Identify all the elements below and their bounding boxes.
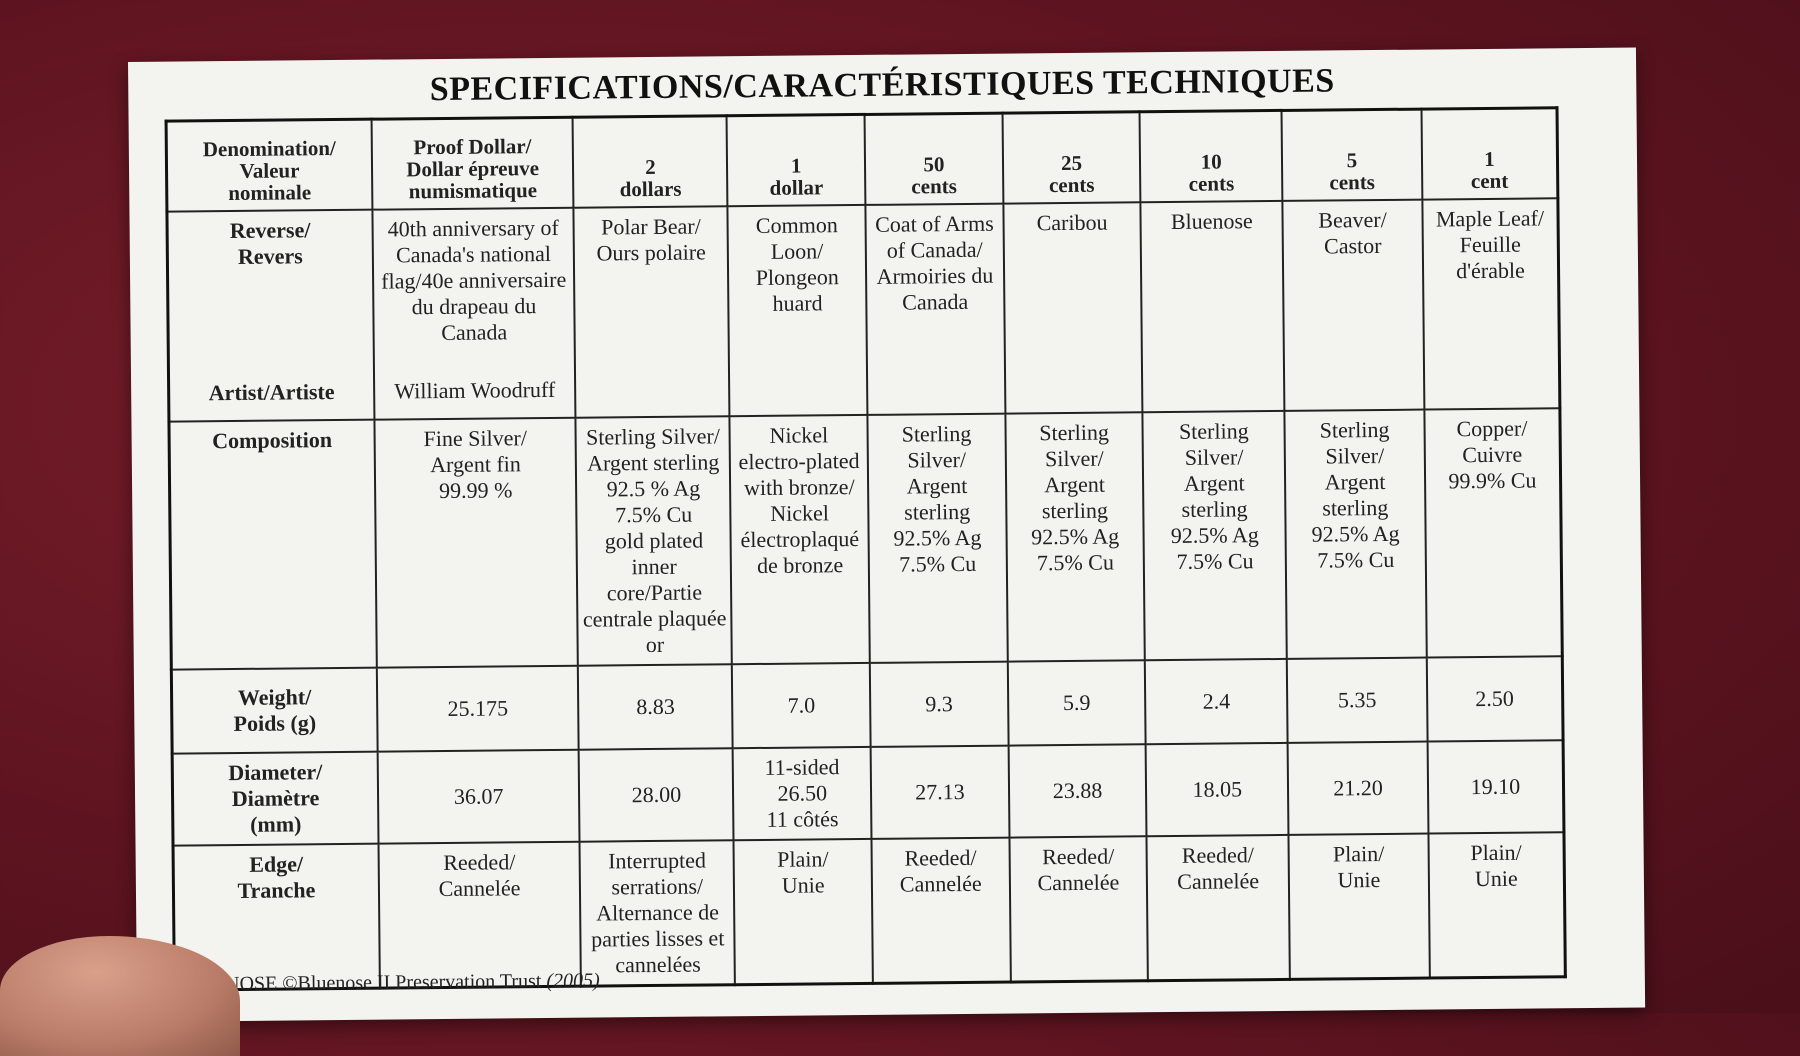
header-col: 5 cents <box>1281 109 1423 201</box>
header-label: Denomination/ Valeur nominale <box>166 119 373 212</box>
weight-value: 7.0 <box>732 662 871 749</box>
reverse-value: Polar Bear/ Ours polaire <box>573 206 730 418</box>
edge-value: Plain/ Unie <box>1288 833 1430 980</box>
edge-row: Edge/ Tranche Reeded/ Cannelée Interrupt… <box>173 832 1566 991</box>
artist-value: William Woodruff <box>394 376 556 404</box>
weight-value: 2.50 <box>1426 656 1564 742</box>
composition-label: Composition <box>168 419 377 670</box>
composition-value: Sterling Silver/ Argent sterling 92.5% A… <box>867 413 1008 663</box>
header-col: 25 cents <box>1002 111 1141 204</box>
composition-value: Sterling Silver/ Argent sterling 92.5 % … <box>575 416 733 666</box>
reverse-value: Maple Leaf/ Feuille d'érable <box>1422 198 1560 410</box>
reverse-cell: Reverse/ Revers Artist/Artiste <box>166 209 375 422</box>
edge-value: Reeded/ Cannelée <box>378 841 582 989</box>
diameter-value: 27.13 <box>870 745 1010 839</box>
edge-value: Plain/ Unie <box>733 838 873 985</box>
reverse-value: Common Loon/ Plongeon huard <box>727 204 868 417</box>
composition-value: Sterling Silver/ Argent sterling 92.5% A… <box>1284 409 1427 659</box>
weight-row: Weight/ Poids (g) 25.175 8.83 7.0 9.3 5.… <box>171 656 1564 754</box>
reverse-value: Coat of Arms of Canada/ Armoiries du Can… <box>865 203 1006 415</box>
header-col: Proof Dollar/ Dollar épreuve numismatiqu… <box>371 117 574 210</box>
composition-value: Sterling Silver/ Argent sterling 92.5% A… <box>1005 412 1146 662</box>
header-col: 2 dollars <box>572 115 728 208</box>
reverse-row: Reverse/ Revers Artist/Artiste 40th anni… <box>166 198 1560 422</box>
weight-value: 2.4 <box>1145 658 1288 745</box>
edge-value: Reeded/ Cannelée <box>1146 834 1290 981</box>
weight-value: 5.9 <box>1007 660 1146 746</box>
reverse-value: 40th anniversary of Canada's national fl… <box>381 214 567 346</box>
edge-value: Interrupted serrations/ Alternance de pa… <box>579 840 736 987</box>
header-col: 10 cents <box>1139 110 1283 203</box>
weight-value: 8.83 <box>578 664 734 750</box>
edge-value: Plain/ Unie <box>1428 832 1566 979</box>
spec-table: Denomination/ Valeur nominale Proof Doll… <box>164 106 1567 992</box>
reverse-value: Beaver/ Castor <box>1282 199 1425 411</box>
diameter-value: 21.20 <box>1287 741 1429 835</box>
reverse-value: Caribou <box>1003 202 1143 414</box>
diameter-value: 28.00 <box>578 748 734 842</box>
edge-value: Reeded/ Cannelée <box>871 837 1011 984</box>
weight-value: 5.35 <box>1286 657 1428 743</box>
copyright-year: (2005) <box>546 969 600 993</box>
composition-row: Composition Fine Silver/ Argent fin 99.9… <box>168 408 1563 670</box>
spec-card: SPECIFICATIONS/CARACTÉRISTIQUES TECHNIQU… <box>128 47 1646 1022</box>
edge-value: Reeded/ Cannelée <box>1009 836 1149 983</box>
weight-value: 9.3 <box>869 661 1009 747</box>
diameter-value: 18.05 <box>1145 742 1289 837</box>
weight-value: 25.175 <box>376 665 579 752</box>
diameter-value: 19.10 <box>1427 740 1564 834</box>
composition-value: Sterling Silver/ Argent sterling 92.5% A… <box>1142 410 1287 661</box>
weight-label: Weight/ Poids (g) <box>171 667 378 754</box>
reverse-label: Reverse/ Revers <box>229 217 311 269</box>
header-col: 50 cents <box>864 113 1004 205</box>
diameter-value: 11-sided 26.50 11 côtés <box>733 746 872 841</box>
composition-value: Copper/ Cuivre 99.9% Cu <box>1424 408 1563 658</box>
diameter-row: Diameter/ Diamètre (mm) 36.07 28.00 11-s… <box>172 740 1564 846</box>
header-row: Denomination/ Valeur nominale Proof Doll… <box>166 107 1558 212</box>
diameter-value: 36.07 <box>377 749 580 844</box>
card-title: SPECIFICATIONS/CARACTÉRISTIQUES TECHNIQU… <box>429 62 1335 109</box>
composition-value: Fine Silver/ Argent fin 99.99 % <box>374 417 579 668</box>
reverse-cell: 40th anniversary of Canada's national fl… <box>372 207 576 420</box>
header-col: 1 dollar <box>726 114 866 207</box>
composition-value: Nickel electro-plated with bronze/ Nicke… <box>729 414 870 665</box>
diameter-value: 23.88 <box>1008 744 1147 838</box>
reverse-value: Bluenose <box>1140 200 1285 413</box>
diameter-label: Diameter/ Diamètre (mm) <box>172 751 379 846</box>
artist-label: Artist/Artiste <box>208 379 335 406</box>
header-col: 1 cent <box>1421 107 1558 200</box>
